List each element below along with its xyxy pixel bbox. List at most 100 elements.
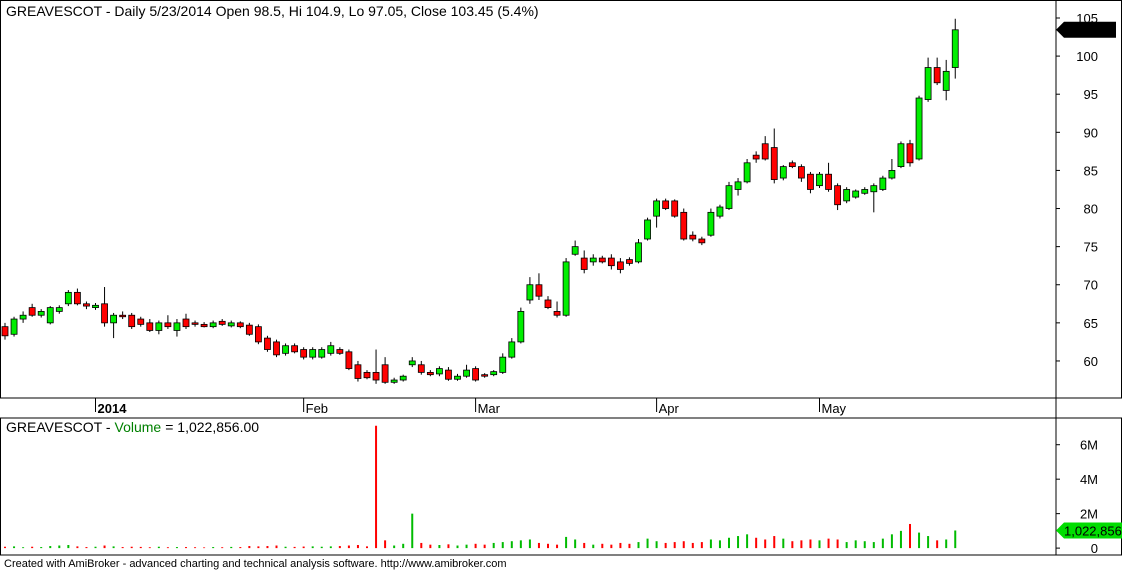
candle-body (508, 341, 516, 358)
last-price-box (1056, 21, 1116, 38)
y-tick-label: 75 (1084, 240, 1098, 255)
volume-bar (266, 546, 269, 549)
candle-body (888, 170, 896, 179)
candle-body (372, 371, 380, 381)
candle-body (635, 242, 642, 263)
candle-body (770, 147, 778, 180)
candle-body (273, 341, 280, 356)
volume-bar (194, 547, 197, 549)
volume-bar (628, 543, 631, 549)
volume-bar (764, 539, 767, 549)
volume-bar (465, 544, 468, 549)
volume-bar (537, 542, 540, 549)
volume-bar (203, 547, 206, 549)
volume-bar (212, 547, 215, 549)
volume-bar (329, 546, 332, 549)
volume-bar (718, 540, 721, 549)
candle-body (490, 371, 498, 376)
last-volume-box (1056, 522, 1122, 539)
volume-bar (483, 544, 486, 549)
candle-body (517, 311, 525, 343)
candle-body (653, 200, 660, 217)
candle-body (10, 318, 18, 335)
candle-body (852, 190, 860, 198)
candle-body (680, 211, 688, 240)
candle-body (182, 318, 190, 328)
y-tick-label: 6M (1080, 438, 1098, 453)
candle-body (915, 97, 923, 160)
volume-bar (474, 543, 477, 549)
volume-bar (375, 425, 378, 549)
volume-bar (899, 530, 902, 549)
candle-body (716, 206, 724, 217)
candle-body (164, 322, 172, 328)
y-tick-label: 0 (1091, 541, 1098, 556)
volume-bar (402, 543, 405, 549)
volume-bar (94, 546, 97, 549)
candle-body (553, 311, 561, 316)
volume-bar (501, 542, 504, 549)
volume-bar (818, 540, 821, 549)
volume-bar (248, 546, 251, 549)
candle-body (589, 257, 597, 263)
volume-bar (863, 541, 866, 549)
candle-body (28, 307, 36, 316)
candle-body (390, 379, 398, 383)
volume-bar (456, 545, 459, 549)
volume-bar (845, 542, 848, 549)
candle-body (399, 375, 407, 381)
candle-body (345, 351, 353, 369)
volume-bar (447, 544, 450, 549)
volume-title-value: = 1,022,856.00 (165, 419, 259, 435)
candle-body (146, 322, 154, 331)
y-tick-label: 65 (1084, 316, 1098, 331)
candle-body (119, 314, 127, 318)
volume-bar (438, 545, 441, 549)
candle-body (445, 369, 452, 380)
volume-bar (284, 546, 287, 549)
candle-body (463, 369, 470, 377)
volume-bar (673, 542, 676, 549)
volume-bar (945, 539, 948, 549)
volume-bar (311, 546, 314, 549)
volume-bar (610, 544, 613, 549)
price-title: GREAVESCOT - Daily 5/23/2014 Open 98.5, … (6, 3, 539, 19)
volume-bar (384, 540, 387, 549)
volume-bar (320, 546, 323, 549)
volume-bar (746, 534, 749, 549)
candle-body (816, 173, 823, 187)
volume-bar (565, 536, 568, 549)
volume-bar (556, 544, 559, 549)
candle-body (598, 257, 606, 263)
candle-body (499, 356, 507, 373)
volume-bar (130, 546, 133, 549)
volume-bar (356, 545, 359, 549)
volume-bar (239, 547, 242, 549)
volume-bar (157, 546, 160, 549)
candle-body (435, 368, 443, 375)
candle-body (227, 322, 235, 327)
candle-body (807, 173, 814, 190)
x-tick-label: Mar (478, 401, 501, 416)
candle-body (825, 173, 832, 190)
volume-bar (302, 546, 305, 549)
candle-body (155, 322, 163, 331)
last-volume-label: 1,022,856 (1064, 523, 1122, 538)
volume-bar (221, 547, 224, 549)
volume-bar (528, 539, 531, 549)
last-price-label: 103.45 (1066, 23, 1106, 38)
y-tick-label: 60 (1084, 354, 1098, 369)
x-tick-label: May (822, 401, 847, 416)
x-tick-label: Feb (306, 401, 328, 416)
candle-body (309, 349, 317, 358)
volume-bar (519, 540, 522, 549)
candle-body (128, 314, 136, 328)
candle-body (870, 185, 878, 193)
volume-bar (510, 541, 513, 549)
volume-bar (112, 546, 115, 549)
candle-body (245, 324, 253, 335)
candle-body (617, 261, 624, 270)
candle-body (481, 374, 489, 377)
